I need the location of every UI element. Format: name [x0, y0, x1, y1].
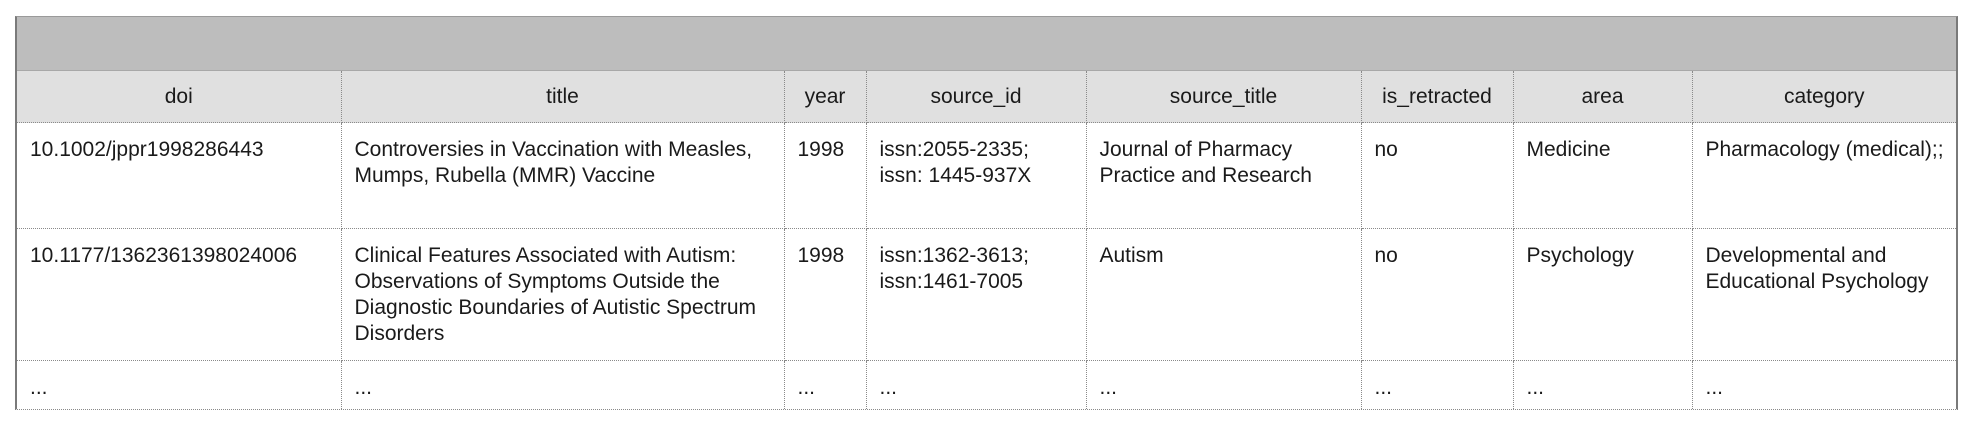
header-row: doi title year source_id source_title is…	[17, 71, 1956, 123]
cell-source-title: ...	[1086, 360, 1362, 409]
cell-source-title: Autism	[1086, 228, 1362, 361]
column-header-title[interactable]: title	[341, 71, 785, 123]
table-row[interactable]: ... ... ... ... ... ... ... ...	[17, 360, 1956, 409]
column-header-source-title[interactable]: source_title	[1086, 71, 1362, 123]
cell-category: Pharmacology (medical);;	[1692, 122, 1956, 229]
cell-year: 1998	[784, 122, 867, 229]
column-header-category[interactable]: category	[1692, 71, 1956, 123]
cell-title: Clinical Features Associated with Autism…	[341, 228, 785, 361]
column-header-source-id[interactable]: source_id	[866, 71, 1087, 123]
cell-source-id: issn:1362-3613; issn:1461-7005	[866, 228, 1087, 361]
cell-area: Psychology	[1513, 228, 1693, 361]
column-header-area[interactable]: area	[1513, 71, 1693, 123]
cell-area: ...	[1513, 360, 1693, 409]
cell-title: Controversies in Vaccination with Measle…	[341, 122, 785, 229]
column-header-year[interactable]: year	[784, 71, 867, 123]
table-title-bar	[17, 17, 1956, 71]
cell-source-id: ...	[866, 360, 1087, 409]
cell-title: ...	[341, 360, 785, 409]
cell-is-retracted: no	[1361, 228, 1514, 361]
cell-source-title: Journal of Pharmacy Practice and Researc…	[1086, 122, 1362, 229]
cell-doi: ...	[17, 360, 342, 409]
cell-category: Developmental and Educational Psychology	[1692, 228, 1956, 361]
table-row[interactable]: 10.1177/1362361398024006 Clinical Featur…	[17, 228, 1956, 361]
data-table-frame: doi title year source_id source_title is…	[15, 16, 1958, 410]
cell-year: ...	[784, 360, 867, 409]
cell-area: Medicine	[1513, 122, 1693, 229]
table-row[interactable]: 10.1002/jppr1998286443 Controversies in …	[17, 122, 1956, 229]
cell-is-retracted: no	[1361, 122, 1514, 229]
column-header-doi[interactable]: doi	[17, 71, 342, 123]
cell-source-id: issn:2055-2335; issn: 1445-937X	[866, 122, 1087, 229]
cell-doi: 10.1002/jppr1998286443	[17, 122, 342, 229]
data-table: doi title year source_id source_title is…	[17, 71, 1956, 409]
cell-doi: 10.1177/1362361398024006	[17, 228, 342, 361]
cell-is-retracted: ...	[1361, 360, 1514, 409]
cell-category: ...	[1705, 376, 1724, 399]
column-header-is-retracted[interactable]: is_retracted	[1361, 71, 1514, 123]
cell-year: 1998	[784, 228, 867, 361]
